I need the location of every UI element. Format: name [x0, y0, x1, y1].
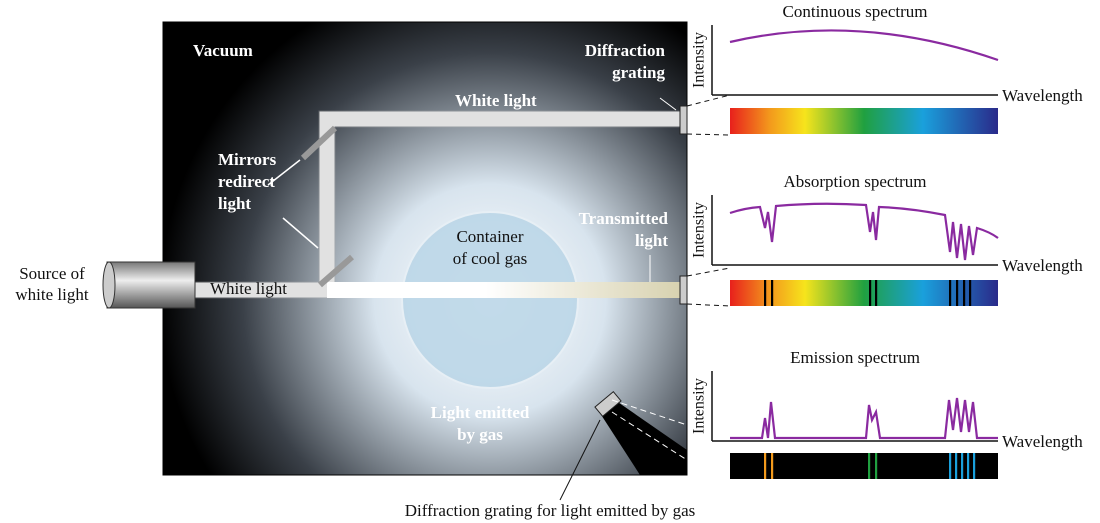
- spectral-line: [967, 453, 969, 479]
- spectral-line: [875, 453, 877, 479]
- spectrum-title: Absorption spectrum: [783, 172, 926, 191]
- spectrum-curve: [730, 398, 998, 438]
- transmitted-beam: [327, 282, 680, 298]
- spectral-line: [771, 280, 773, 306]
- spectral-line: [869, 280, 871, 306]
- spectral-line: [764, 280, 766, 306]
- x-axis-label: Wavelength: [1002, 432, 1083, 451]
- spectral-line: [973, 453, 975, 479]
- spectral-line: [764, 453, 766, 479]
- dash: [687, 95, 730, 306]
- spectrum-band: [730, 453, 998, 479]
- spectral-line: [955, 453, 957, 479]
- label: Diffraction grating for light emitted by…: [405, 501, 696, 520]
- y-axis-label: Intensity: [691, 378, 708, 434]
- spectra: Continuous spectrum Intensity Wavelength Ab…: [691, 2, 1084, 479]
- grating: [680, 106, 687, 134]
- spectrum-curve: [730, 204, 998, 260]
- label: Vacuum: [193, 41, 253, 60]
- spectral-line: [949, 453, 951, 479]
- grating: [680, 276, 687, 304]
- spectral-line: [956, 280, 958, 306]
- spectral-line: [949, 280, 951, 306]
- y-axis-label: Intensity: [691, 202, 708, 258]
- y-axis-label: Intensity: [691, 32, 708, 88]
- source-end: [103, 262, 115, 308]
- spectral-line: [875, 280, 877, 306]
- spectral-line: [771, 453, 773, 479]
- spectral-line: [961, 453, 963, 479]
- diagram: Vacuum Diffractiongrating White light Mi…: [0, 0, 1100, 523]
- label: White light: [210, 279, 287, 298]
- label: White light: [455, 91, 537, 110]
- x-axis-label: Wavelength: [1002, 86, 1083, 105]
- spectral-line: [963, 280, 965, 306]
- x-axis-label: Wavelength: [1002, 256, 1083, 275]
- spectrum-title: Emission spectrum: [790, 348, 920, 367]
- spectrum-band: [730, 108, 998, 134]
- spectrum-curve: [730, 30, 998, 60]
- spectral-line: [868, 453, 870, 479]
- spectral-line: [969, 280, 971, 306]
- light-source: [107, 262, 195, 308]
- spectrum-title: Continuous spectrum: [783, 2, 928, 21]
